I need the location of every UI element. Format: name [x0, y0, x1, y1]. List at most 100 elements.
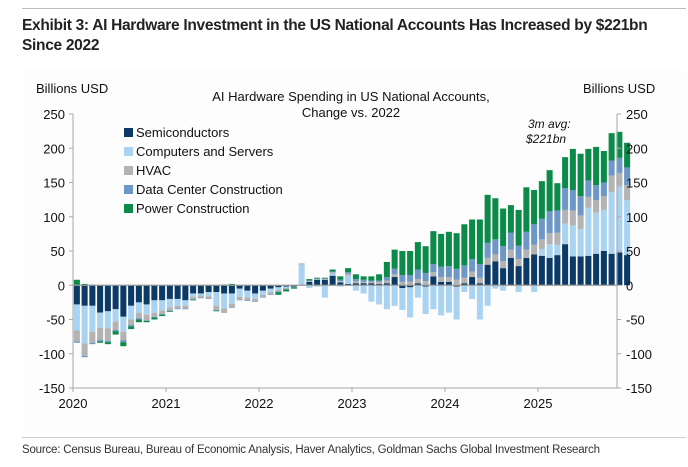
bar-segment-hvac: [453, 279, 460, 286]
chart-title-line-1: AI Hardware Spending in US National Acco…: [212, 89, 490, 104]
bar-segment-dcc: [337, 279, 344, 282]
bars-layer: [73, 131, 631, 358]
bar-segment-power: [306, 279, 313, 281]
bar-segment-power: [275, 292, 282, 295]
bar-segment-power: [290, 287, 297, 289]
bar-segment-comp: [593, 212, 600, 254]
bar-segment-dcc: [221, 311, 228, 313]
bar-segment-comp: [112, 309, 119, 322]
bar-segment-hvac: [376, 281, 383, 284]
bar-segment-dcc: [368, 280, 375, 282]
bar-segment-power: [414, 242, 421, 270]
bar-segment-hvac: [151, 312, 158, 317]
right-y-tick-label: -50: [626, 313, 645, 328]
bar-segment-semi: [290, 285, 297, 287]
bar-segment-power: [166, 311, 173, 312]
right-axis-label: Billions USD: [583, 81, 655, 96]
right-y-tick-label: -100: [626, 347, 652, 362]
legend-swatch: [124, 185, 133, 194]
legend-swatch: [124, 128, 133, 137]
bar-segment-power: [554, 183, 561, 211]
bar-segment-hvac: [174, 305, 181, 309]
bar-segment-dcc: [81, 355, 88, 358]
bar-segment-hvac: [120, 331, 127, 341]
bar-segment-hvac: [461, 277, 468, 284]
bar-segment-power: [484, 194, 491, 243]
bar-segment-hvac: [221, 308, 228, 312]
bar-segment-power: [515, 209, 522, 246]
bar-segment-semi: [414, 283, 421, 286]
bar-segment-power: [500, 208, 507, 247]
bar-segment-semi: [624, 255, 631, 286]
bar-segment-comp: [600, 209, 607, 251]
bar-segment-power: [360, 276, 367, 280]
bar-segment-dcc: [259, 296, 266, 298]
bar-segment-semi: [492, 261, 499, 286]
bar-segment-semi: [135, 285, 142, 303]
bar-segment-comp: [469, 285, 476, 299]
right-y-tick-label: 50: [626, 244, 640, 259]
bar-segment-dcc: [414, 269, 421, 280]
bar-segment-semi: [476, 283, 483, 286]
bar-segment-comp: [182, 300, 189, 306]
bar-segment-power: [345, 268, 352, 273]
left-y-tick-label: 200: [43, 141, 65, 156]
bar-segment-comp: [414, 285, 421, 298]
bar-segment-hvac: [624, 185, 631, 201]
legend-swatch: [124, 204, 133, 213]
bar-segment-dcc: [306, 280, 313, 282]
bar-segment-hvac: [252, 298, 259, 302]
right-y-tick-label: 150: [626, 176, 648, 191]
bar-segment-semi: [523, 257, 530, 286]
bar-segment-hvac: [298, 263, 305, 265]
bar-segment-semi: [314, 279, 321, 286]
bar-segment-comp: [97, 312, 104, 328]
bar-segment-hvac: [608, 175, 615, 193]
bar-segment-hvac: [492, 254, 499, 262]
bar-segment-power: [507, 205, 514, 233]
bar-segment-comp: [190, 293, 197, 297]
bar-segment-power: [81, 283, 88, 286]
bar-segment-comp: [151, 300, 158, 313]
bar-segment-power: [438, 233, 445, 267]
bar-segment-comp: [352, 285, 359, 291]
bar-segment-dcc: [430, 264, 437, 273]
bar-segment-power: [143, 320, 150, 323]
bar-segment-dcc: [244, 300, 251, 302]
bar-segment-hvac: [500, 261, 507, 269]
bar-segment-hvac: [236, 296, 243, 300]
bar-segment-dcc: [135, 318, 142, 320]
legend-label: HVAC: [136, 163, 171, 178]
bar-segment-power: [492, 198, 499, 240]
bar-segment-comp: [616, 186, 623, 253]
bar-segment-hvac: [182, 305, 189, 309]
bar-segment-hvac: [89, 331, 96, 343]
bar-segment-semi: [128, 285, 135, 306]
bar-segment-dcc: [197, 297, 204, 299]
legend-label: Computers and Servers: [136, 144, 274, 159]
bar-segment-power: [430, 231, 437, 265]
bar-segment-comp: [135, 302, 142, 313]
bar-segment-power: [624, 142, 631, 168]
bar-segment-dcc: [166, 310, 173, 312]
bar-segment-hvac: [569, 210, 576, 226]
bar-segment-semi: [569, 256, 576, 286]
bar-segment-hvac: [368, 281, 375, 284]
bar-segment-dcc: [236, 299, 243, 301]
bar-segment-hvac: [507, 249, 514, 258]
bar-segment-comp: [585, 207, 592, 256]
bar-segment-semi: [89, 285, 96, 306]
bar-segment-hvac: [329, 272, 336, 274]
x-tick-label: 2021: [152, 396, 181, 411]
bar-segment-hvac: [577, 215, 584, 230]
bar-segment-semi: [430, 276, 437, 286]
bar-segment-semi: [600, 251, 607, 286]
bar-segment-power: [562, 157, 569, 188]
bar-segment-semi: [306, 281, 313, 286]
bar-segment-semi: [593, 253, 600, 286]
bar-segment-semi: [221, 285, 228, 294]
bar-segment-semi: [500, 268, 507, 286]
bar-segment-power: [329, 269, 336, 272]
bar-segment-semi: [515, 266, 522, 286]
bar-segment-comp: [174, 298, 181, 306]
